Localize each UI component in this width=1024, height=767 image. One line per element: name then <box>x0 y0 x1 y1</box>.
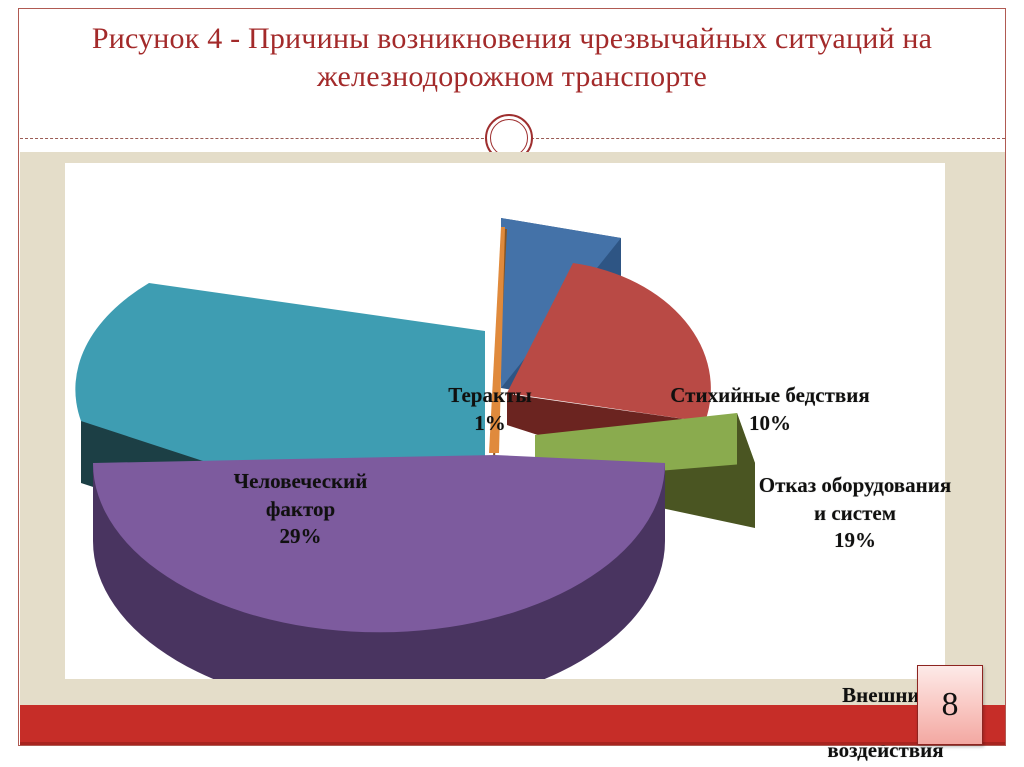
pie-label-iznos-oborudovaniya: Износ оборудования 38% <box>135 751 405 767</box>
page-number-badge: 8 <box>917 665 983 745</box>
pie-label-chelovech-value: 29% <box>279 523 322 548</box>
page-title: Рисунок 4 - Причины возникновения чрезвы… <box>91 22 933 94</box>
pie-slice-iznos-oborudovaniya <box>93 455 665 679</box>
pie-label-otkaz-oborudovaniya: Отказ оборудования и систем 19% <box>715 445 995 581</box>
pie-label-otkaz-value: 19% <box>834 527 876 552</box>
pie-label-stihiinye-value: 10% <box>749 410 791 435</box>
pie-label-otkaz-name: Отказ оборудования и систем <box>758 473 952 525</box>
pie-label-vneshnie-value: 3% <box>783 764 988 767</box>
pie-label-terakty-value: 1% <box>474 410 506 435</box>
pie-label-chelovecheskiy-faktor: Человеческий фактор 29% <box>193 441 408 577</box>
title-area: Рисунок 4 - Причины возникновения чрезвы… <box>20 10 1004 128</box>
chart-card: Теракты 1% Стихийные бедствия 10% Отказ … <box>65 163 951 767</box>
pie-label-terakty-name: Теракты <box>448 383 532 408</box>
pie-chart-graphic <box>75 218 755 679</box>
footer-bar <box>20 705 1005 745</box>
pie-label-stihiinye-name: Стихийные бедствия <box>670 383 870 408</box>
pie-label-terakty: Теракты 1% <box>395 355 585 464</box>
pie-label-stihiinye-bedstviya: Стихийные бедствия 10% <box>625 355 915 464</box>
pie-slice-terakty <box>489 227 507 458</box>
pie-label-chelovech-name: Человеческий фактор <box>233 469 368 521</box>
